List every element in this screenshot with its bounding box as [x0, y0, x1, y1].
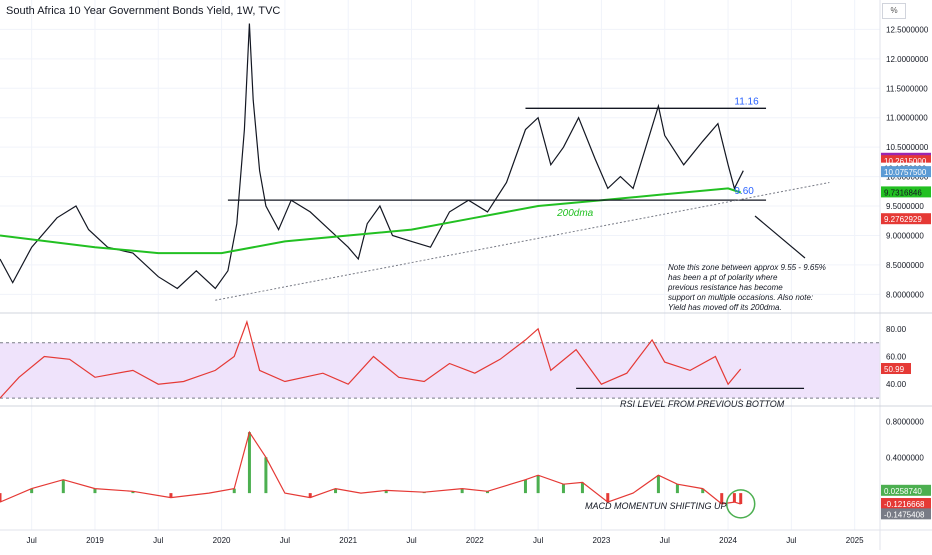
x-tick-label: Jul: [153, 536, 163, 545]
x-tick-label: Jul: [660, 536, 670, 545]
macd-hist-bar: [606, 493, 610, 503]
x-tick-label: 2020: [213, 536, 231, 545]
price-series-line: [0, 23, 744, 290]
rsi-last-value-bg: [881, 363, 911, 375]
macd-line: [0, 430, 741, 505]
annotation-layer: 11.16 9.60 200dma Note this zone between ap…: [556, 96, 826, 519]
macd-annotation: MACD MOMENTUN SHIFTING UP: [585, 501, 727, 511]
price-last-value-bg: [881, 166, 931, 178]
macd-hist-bar: [169, 493, 173, 498]
macd-hist-bar: [247, 432, 251, 494]
y-tick-label: 9.5000000: [886, 202, 924, 211]
annotation-note-line: Note this zone between approx 9.55 - 9.6…: [668, 263, 826, 272]
x-tick-label: 2023: [593, 536, 611, 545]
macd-hist-bar: [720, 493, 724, 504]
y-tick-label: 10.5000000: [886, 143, 929, 152]
macd-hist-bar: [0, 493, 2, 503]
macd-hist-bar: [656, 475, 660, 494]
x-tick-label: Jul: [786, 536, 796, 545]
price-last-value: 10.0757500: [884, 168, 927, 177]
chart-title: South Africa 10 Year Government Bonds Yi…: [6, 5, 281, 17]
scale-unit-button[interactable]: %: [882, 3, 906, 19]
macd-last-value-bg: [881, 484, 931, 496]
macd-hist-bar: [61, 479, 65, 494]
x-tick-label: Jul: [533, 536, 543, 545]
macd-hist-bar: [334, 488, 338, 494]
price-last-value: 9.2762929: [884, 215, 922, 224]
macd-hist-bar: [308, 493, 312, 498]
macd-last-value: -0.1216668: [884, 500, 925, 509]
annotation-11-16: 11.16: [734, 96, 759, 107]
macd-tick-label: 0.4000000: [886, 453, 924, 462]
rsi-annotation: RSI LEVEL FROM PREVIOUS BOTTOM: [620, 399, 785, 409]
rsi-tick-label: 40.00: [886, 380, 907, 389]
x-tick-label: 2019: [86, 536, 104, 545]
macd-hist-bar: [580, 482, 584, 494]
macd-hist-bar: [264, 457, 268, 494]
x-tick-label: Jul: [27, 536, 37, 545]
rsi-last-value: 50.99: [884, 365, 905, 374]
price-last-value-bg: [881, 155, 931, 167]
macd-layer: [0, 430, 743, 505]
macd-hist-bar: [739, 493, 743, 505]
x-tick-label: 2025: [846, 536, 864, 545]
rsi-tick-label: 60.00: [886, 353, 907, 362]
y-tick-label: 12.5000000: [886, 25, 929, 34]
macd-tick-label: 0.8000000: [886, 417, 924, 426]
y-tick-label: 9.0000000: [886, 231, 924, 240]
x-tick-label: 2024: [719, 536, 737, 545]
annotation-note-line: Yield has moved off its 200dma.: [668, 303, 782, 312]
macd-hist-bar: [384, 490, 388, 494]
macd-hist-bar: [232, 488, 236, 494]
ma-200-line: [0, 187, 742, 255]
macd-hist-bar: [460, 488, 464, 494]
macd-hist-bar: [93, 488, 97, 494]
macd-last-value: -0.1475408: [884, 510, 925, 519]
macd-hist-bar: [675, 484, 679, 494]
macd-hist-bar: [485, 491, 489, 494]
x-tick-label: Jul: [406, 536, 416, 545]
rsi-layer: [0, 319, 880, 399]
annotation-note-line: previous resistance has become: [667, 283, 783, 292]
price-scale-bg: [880, 0, 932, 550]
macd-last-value: 0.0258740: [884, 487, 922, 496]
macd-hist-bar: [131, 491, 135, 494]
annotation-9-60: 9.60: [734, 186, 754, 197]
price-last-value: 10.2615000: [884, 157, 927, 166]
macd-hist-bar: [523, 479, 527, 494]
x-tick-label: 2022: [466, 536, 484, 545]
y-tick-label: 11.0000000: [886, 114, 928, 123]
annotation-note-line: support on multiple occasions. Also note…: [668, 293, 813, 302]
macd-highlight-circle: [725, 489, 756, 519]
grid-layer: [0, 0, 880, 530]
note-arrow: [754, 215, 806, 259]
y-tick-label: 8.5000000: [886, 261, 924, 270]
rsi-line: [0, 319, 742, 399]
macd-last-value-bg: [881, 498, 931, 510]
price-last-value-bg: [881, 213, 931, 225]
x-tick-label: Jul: [280, 536, 290, 545]
x-tick-label: 2021: [339, 536, 357, 545]
rsi-tick-label: 80.00: [886, 325, 907, 334]
macd-hist-bar: [561, 484, 565, 494]
macd-hist-bar: [732, 493, 736, 503]
y-tick-label: 8.0000000: [886, 290, 924, 299]
macd-hist-bar: [30, 488, 34, 494]
macd-hist-bar: [701, 488, 705, 494]
price-layer: [0, 23, 830, 301]
macd-hist-bar: [536, 475, 540, 494]
annotation-note-line: has been a pt of polarity where: [668, 273, 778, 282]
macd-last-value-bg: [881, 508, 931, 520]
y-tick-label: 12.0000000: [886, 55, 929, 64]
trend-line: [215, 181, 830, 301]
price-last-value: 9.7316846: [884, 188, 922, 197]
price-last-value-bg: [881, 186, 931, 198]
annotation-200dma: 200dma: [556, 208, 594, 219]
y-tick-label: 11.5000000: [886, 84, 928, 93]
